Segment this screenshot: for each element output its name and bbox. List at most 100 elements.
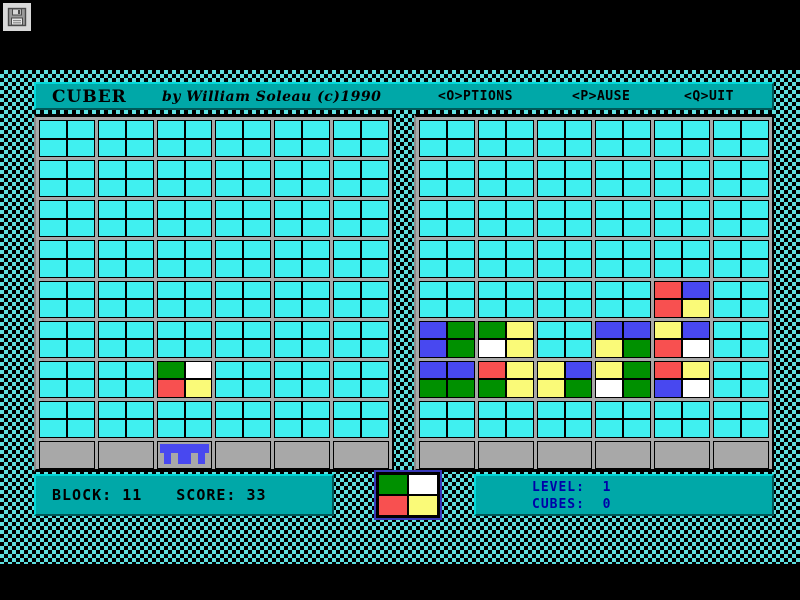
cube-cell	[478, 139, 505, 157]
cube-block	[215, 320, 272, 358]
cube-cell	[185, 201, 212, 218]
cube-cell	[275, 161, 302, 178]
cube-cell	[157, 321, 184, 339]
cube-cell	[67, 219, 94, 237]
cube-cell	[334, 340, 361, 357]
cube-cell	[624, 139, 651, 157]
cube-block	[274, 320, 331, 358]
cube-block	[477, 280, 534, 318]
menu-item-options[interactable]: <O>PTIONS	[438, 89, 513, 104]
cube-block	[156, 200, 213, 238]
cube-cell	[596, 420, 623, 437]
cube-cell	[362, 179, 388, 197]
cube-block	[595, 400, 652, 438]
cube-cell	[447, 340, 474, 357]
cube-cell	[362, 340, 388, 357]
cube-cell	[244, 321, 271, 339]
cube-cell	[362, 201, 388, 218]
cube-block	[97, 200, 154, 238]
cube-cell	[67, 179, 94, 197]
floppy-disk-icon[interactable]	[3, 3, 31, 31]
right-playfield[interactable]	[414, 114, 774, 472]
menu-item-pause[interactable]: <P>AUSE	[572, 89, 631, 104]
cube-cell	[478, 321, 505, 339]
cube-block	[713, 320, 769, 358]
cube-cell	[624, 321, 651, 339]
cube-cell	[185, 161, 212, 178]
cube-cell	[655, 401, 682, 419]
cube-block	[274, 160, 331, 198]
cube-cell	[478, 300, 505, 317]
cube-cell	[303, 161, 330, 178]
cube-cell	[334, 321, 361, 339]
cube-block	[654, 160, 711, 198]
cube-cell	[244, 281, 271, 299]
cube-block	[156, 240, 213, 278]
menu-item-quit[interactable]: <Q>UIT	[684, 89, 734, 104]
cube-cell	[334, 380, 361, 397]
cube-cell	[244, 219, 271, 237]
cube-cell	[98, 401, 125, 419]
cube-block	[97, 400, 154, 438]
cart-platform	[159, 444, 210, 453]
cube-cell	[742, 321, 768, 339]
score-counter: SCORE: 33	[176, 486, 267, 504]
cube-cell	[742, 259, 768, 277]
cube-block	[477, 240, 534, 278]
cube-cell	[303, 179, 330, 197]
cube-cell	[624, 281, 651, 299]
cube-cell	[537, 139, 564, 157]
cube-block	[215, 120, 272, 158]
cube-cell	[655, 219, 682, 237]
cube-cell	[478, 219, 505, 237]
cube-cell	[303, 281, 330, 299]
cube-cell	[40, 219, 66, 237]
cube-cell	[40, 420, 66, 437]
cube-cell	[596, 380, 623, 397]
cube-block	[39, 360, 95, 398]
floor-cell	[97, 441, 154, 469]
cube-cell	[185, 401, 212, 419]
cube-cell	[303, 219, 330, 237]
cube-cell	[157, 361, 184, 379]
cube-block	[274, 360, 331, 398]
cube-cell	[537, 340, 564, 357]
cube-block	[536, 400, 593, 438]
cube-block	[156, 160, 213, 198]
cube-block	[713, 120, 769, 158]
cube-cell	[506, 401, 533, 419]
cube-block	[39, 160, 95, 198]
cube-cell	[596, 201, 623, 218]
cube-cell	[275, 219, 302, 237]
cube-cell	[157, 161, 184, 178]
cube-cell	[420, 161, 446, 178]
cube-block	[215, 280, 272, 318]
left-playfield[interactable]	[34, 114, 394, 472]
cube-cell	[506, 340, 533, 357]
cube-cell	[157, 139, 184, 157]
cube-cell	[216, 241, 243, 258]
cube-cell	[244, 139, 271, 157]
cube-cell	[655, 361, 682, 379]
cube-block	[477, 360, 534, 398]
cube-cell	[303, 380, 330, 397]
cube-cell	[565, 139, 592, 157]
cube-cell	[275, 241, 302, 258]
cube-cell	[67, 241, 94, 258]
cube-cell	[420, 259, 446, 277]
cube-cell	[624, 361, 651, 379]
cube-cell	[98, 380, 125, 397]
cube-cell	[362, 139, 388, 157]
cube-block	[215, 200, 272, 238]
cube-cell	[447, 241, 474, 258]
pusher-cart[interactable]	[159, 444, 210, 468]
cube-block	[215, 360, 272, 398]
cube-cell	[303, 361, 330, 379]
cube-cell	[216, 420, 243, 437]
cube-cell	[447, 179, 474, 197]
cube-block	[215, 400, 272, 438]
cube-cell	[40, 380, 66, 397]
cube-cell	[126, 241, 153, 258]
cube-block	[39, 120, 95, 158]
